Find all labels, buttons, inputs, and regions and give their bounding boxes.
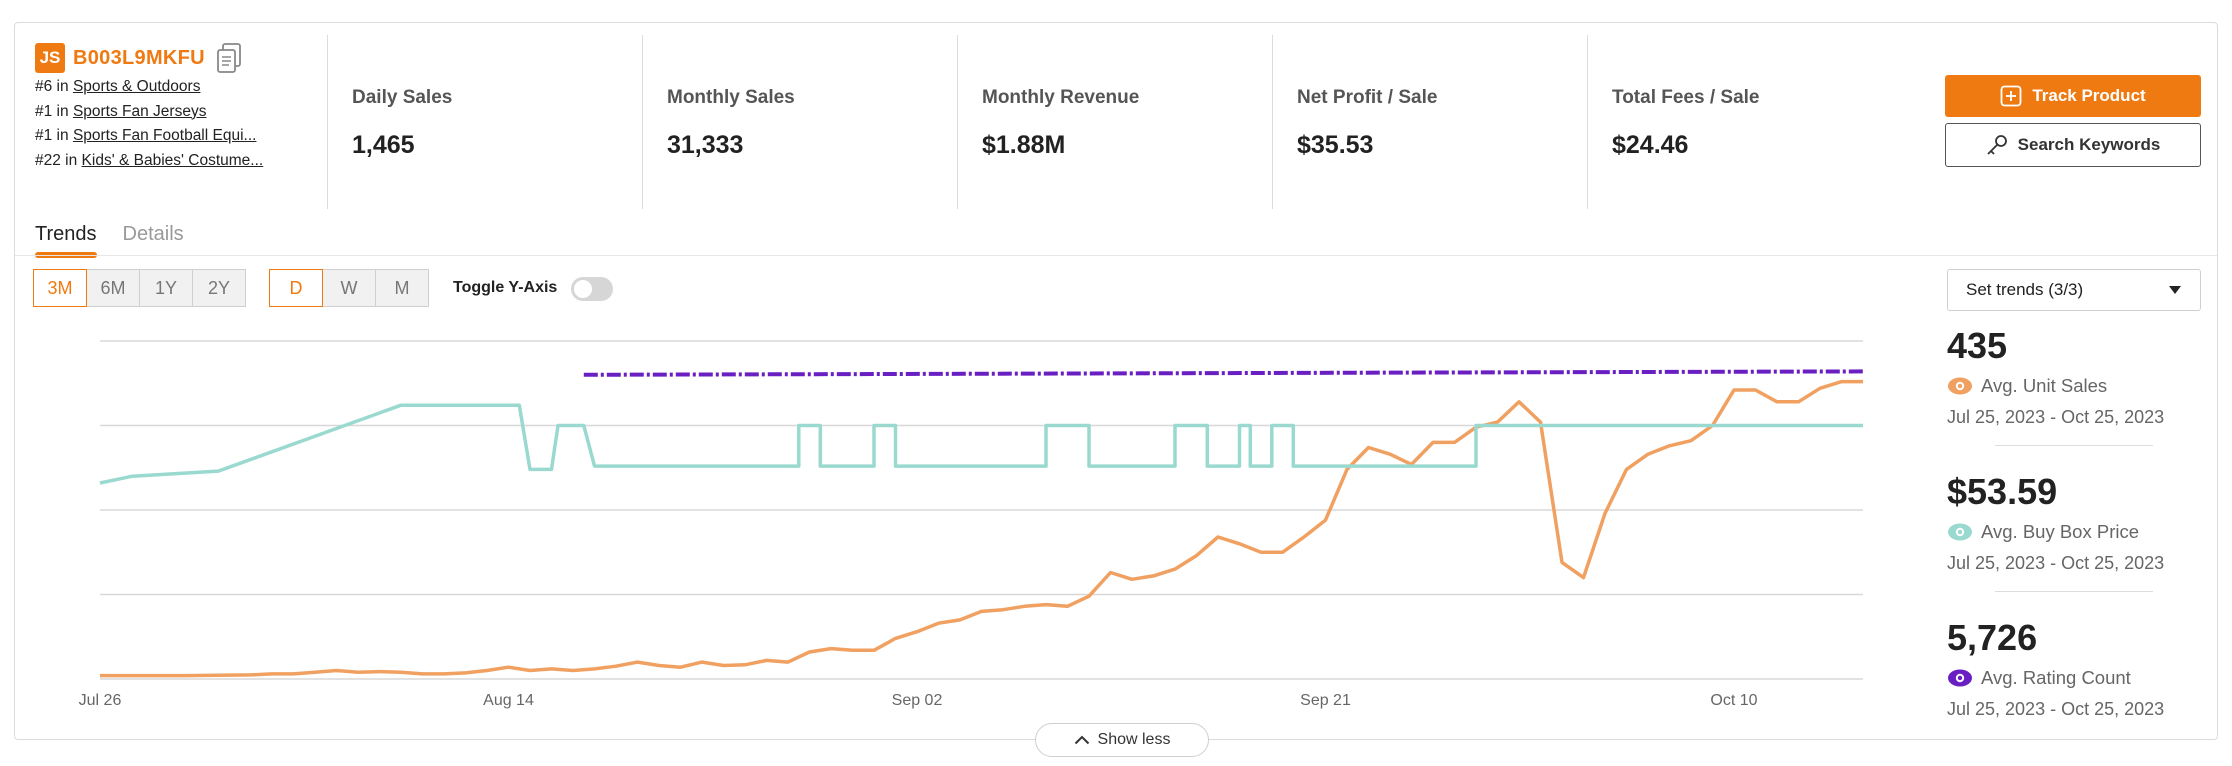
- range-6m-button[interactable]: 6M: [86, 269, 140, 307]
- stat-net-profit: Net Profit / Sale $35.53: [1272, 35, 1587, 209]
- product-card: JS B003L9MKFU #6 in Sports & Outdoors #1…: [14, 22, 2218, 757]
- range-3m-button[interactable]: 3M: [33, 269, 87, 307]
- rank-category-link[interactable]: Sports Fan Jerseys: [72, 102, 207, 120]
- tab-details[interactable]: Details: [122, 223, 184, 245]
- range-1y-button[interactable]: 1Y: [139, 269, 193, 307]
- set-trends-dropdown[interactable]: Set trends (3/3): [1947, 269, 2201, 311]
- eye-icon[interactable]: [1947, 668, 1973, 688]
- tabs-divider: [15, 255, 2217, 256]
- metric-rating-count: 5,726 Avg. Rating Count Jul 25, 2023 - O…: [1947, 617, 2165, 719]
- metric-buy-box-price: $53.59 Avg. Buy Box Price Jul 25, 2023 -…: [1947, 471, 2165, 573]
- search-keywords-button[interactable]: Search Keywords: [1945, 123, 2201, 167]
- metric-divider: [1995, 591, 2153, 592]
- stat-total-fees: Total Fees / Sale $24.46: [1587, 35, 1902, 209]
- granularity-selector: D W M: [269, 269, 429, 307]
- rank-category-link[interactable]: Kids' & Babies' Costume...: [81, 151, 264, 169]
- metric-unit-sales: 435 Avg. Unit Sales Jul 25, 2023 - Oct 2…: [1947, 325, 2165, 427]
- rank-row: #1 in Sports Fan Jerseys: [35, 102, 207, 120]
- rank-row: #6 in Sports & Outdoors: [35, 78, 201, 95]
- x-tick-label: Aug 14: [483, 692, 534, 709]
- chevron-up-icon: [1074, 735, 1089, 745]
- rank-row: #22 in Kids' & Babies' Costume...: [35, 151, 264, 169]
- stat-daily-sales: Daily Sales 1,465: [327, 35, 642, 209]
- series-line-avg-rating-count: [583, 369, 1864, 377]
- granularity-day-button[interactable]: D: [269, 269, 323, 307]
- brand-logo: JS: [35, 43, 65, 73]
- rank-category-link[interactable]: Sports & Outdoors: [72, 78, 201, 95]
- x-tick-label: Jul 26: [79, 692, 122, 709]
- x-axis-ticks: Jul 26 Aug 14 Sep 02 Sep 21 Oct 10: [79, 692, 1758, 709]
- copy-icon[interactable]: [215, 42, 245, 74]
- product-info: JS B003L9MKFU #6 in Sports & Outdoors #1…: [35, 41, 315, 173]
- tab-bar: Trends Details: [35, 223, 184, 258]
- granularity-week-button[interactable]: W: [322, 269, 376, 307]
- range-2y-button[interactable]: 2Y: [192, 269, 246, 307]
- range-selector: 3M 6M 1Y 2Y: [33, 269, 246, 307]
- chart-series: [99, 369, 1864, 678]
- eye-icon[interactable]: [1947, 376, 1973, 396]
- granularity-month-button[interactable]: M: [375, 269, 429, 307]
- trend-chart: Jul 26 Aug 14 Sep 02 Sep 21 Oct 10: [79, 340, 1864, 709]
- rank-row: #1 in Sports Fan Football Equi...: [35, 127, 257, 144]
- eye-icon[interactable]: [1947, 522, 1973, 542]
- key-icon: [1987, 135, 2007, 155]
- x-tick-label: Sep 21: [1300, 692, 1351, 709]
- product-asin[interactable]: B003L9MKFU: [73, 46, 205, 69]
- track-product-button[interactable]: Track Product: [1945, 75, 2201, 117]
- chart-grid: [100, 340, 1863, 680]
- x-tick-label: Oct 10: [1710, 692, 1757, 709]
- metric-divider: [1995, 445, 2153, 446]
- stat-monthly-revenue: Monthly Revenue $1.88M: [957, 35, 1272, 209]
- toggle-y-axis-label: Toggle Y-Axis: [453, 279, 558, 296]
- show-less-button[interactable]: Show less: [1035, 723, 1209, 757]
- plus-square-icon: [2000, 85, 2022, 107]
- stats-row: Daily Sales 1,465 Monthly Sales 31,333 M…: [327, 35, 1902, 209]
- caret-down-icon: [2169, 286, 2181, 294]
- stat-monthly-sales: Monthly Sales 31,333: [642, 35, 957, 209]
- series-line-avg-buy-box-price: [99, 403, 1863, 485]
- series-line-avg-unit-sales: [100, 379, 1863, 678]
- rank-category-link[interactable]: Sports Fan Football Equi...: [72, 127, 257, 144]
- x-tick-label: Sep 02: [892, 692, 943, 709]
- toggle-y-axis-switch[interactable]: [571, 277, 613, 301]
